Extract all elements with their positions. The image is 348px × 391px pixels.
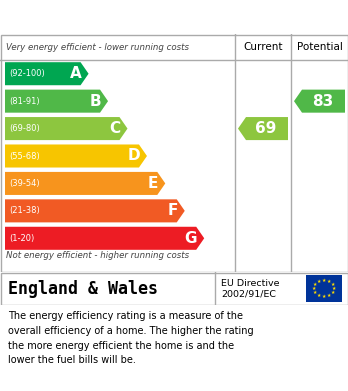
Text: Very energy efficient - lower running costs: Very energy efficient - lower running co… bbox=[6, 43, 189, 52]
Polygon shape bbox=[5, 90, 108, 113]
Text: EU Directive: EU Directive bbox=[221, 279, 279, 288]
Text: (69-80): (69-80) bbox=[9, 124, 40, 133]
Text: D: D bbox=[127, 149, 140, 163]
Text: Current: Current bbox=[243, 42, 283, 52]
Text: ★: ★ bbox=[313, 282, 317, 287]
Text: (21-38): (21-38) bbox=[9, 206, 40, 215]
Text: ★: ★ bbox=[332, 286, 336, 291]
Text: ★: ★ bbox=[327, 292, 331, 298]
Text: (92-100): (92-100) bbox=[9, 69, 45, 78]
Text: (81-91): (81-91) bbox=[9, 97, 40, 106]
Text: (39-54): (39-54) bbox=[9, 179, 40, 188]
Polygon shape bbox=[5, 227, 204, 250]
Text: F: F bbox=[167, 203, 177, 218]
Text: (55-68): (55-68) bbox=[9, 151, 40, 160]
Text: G: G bbox=[184, 231, 197, 246]
Text: 69: 69 bbox=[255, 121, 277, 136]
Text: (1-20): (1-20) bbox=[9, 234, 34, 243]
Text: ★: ★ bbox=[312, 286, 316, 291]
Text: 83: 83 bbox=[312, 93, 333, 109]
Text: ★: ★ bbox=[322, 294, 326, 299]
Polygon shape bbox=[238, 117, 288, 140]
Text: ★: ★ bbox=[317, 280, 321, 285]
Text: ★: ★ bbox=[317, 292, 321, 298]
Polygon shape bbox=[5, 172, 165, 195]
Text: The energy efficiency rating is a measure of the
overall efficiency of a home. T: The energy efficiency rating is a measur… bbox=[8, 311, 254, 366]
Text: Energy Efficiency Rating: Energy Efficiency Rating bbox=[8, 8, 237, 26]
Polygon shape bbox=[5, 117, 127, 140]
Text: A: A bbox=[70, 66, 81, 81]
Polygon shape bbox=[5, 199, 185, 222]
Text: 2002/91/EC: 2002/91/EC bbox=[221, 290, 276, 299]
Polygon shape bbox=[294, 90, 345, 113]
Text: E: E bbox=[148, 176, 158, 191]
Polygon shape bbox=[5, 145, 147, 167]
Text: C: C bbox=[109, 121, 120, 136]
Text: Not energy efficient - higher running costs: Not energy efficient - higher running co… bbox=[6, 251, 189, 260]
Text: ★: ★ bbox=[327, 280, 331, 285]
Bar bbox=[306, 275, 342, 302]
Text: ★: ★ bbox=[331, 282, 335, 287]
Text: ★: ★ bbox=[313, 290, 317, 295]
Text: ★: ★ bbox=[331, 290, 335, 295]
Text: B: B bbox=[89, 93, 101, 109]
Text: England & Wales: England & Wales bbox=[8, 280, 158, 298]
Text: Potential: Potential bbox=[296, 42, 342, 52]
Text: ★: ★ bbox=[322, 278, 326, 283]
Polygon shape bbox=[5, 62, 89, 85]
